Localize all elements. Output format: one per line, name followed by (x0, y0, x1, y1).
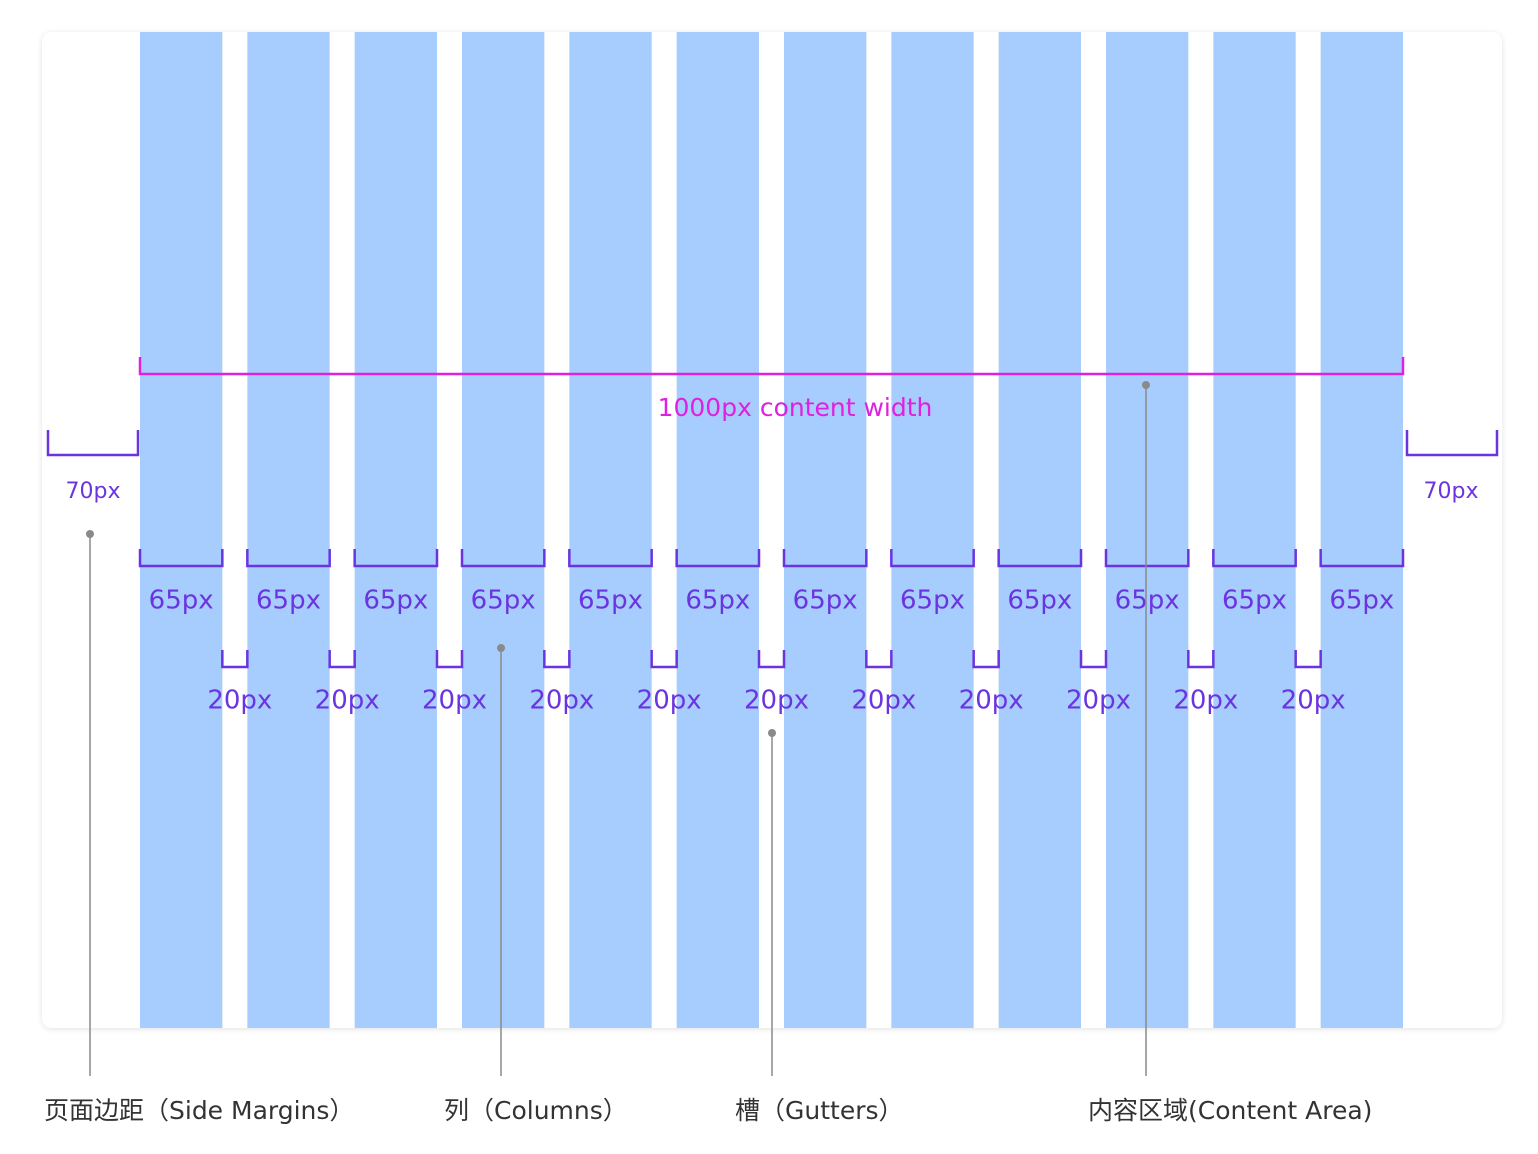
gutter-bracket (1079, 650, 1108, 669)
column-bracket (1104, 549, 1190, 568)
gutter-label: 20px (529, 686, 594, 716)
column (140, 32, 223, 1028)
column (1320, 32, 1403, 1028)
gutter-bracket (865, 650, 893, 669)
column (354, 32, 437, 1028)
column-bracket (568, 549, 653, 568)
gutter-label: 20px (1173, 686, 1238, 716)
pointer-dot (1142, 381, 1150, 389)
column-label: 65px (471, 586, 536, 616)
gutter-bracket (328, 650, 356, 669)
caption: 槽（Gutters） (735, 1096, 904, 1125)
gutter-label: 20px (1281, 686, 1346, 716)
column (1106, 32, 1189, 1028)
caption: 内容区域(Content Area) (1088, 1096, 1372, 1125)
column-label: 65px (149, 586, 214, 616)
caption: 页面边距（Side Margins） (44, 1096, 354, 1125)
column-bracket (1319, 549, 1405, 568)
margin-label: 70px (66, 479, 121, 504)
gutter-bracket (650, 650, 678, 669)
annotations: 1000px content width 70px 70px 65px 65px 65px… (44, 357, 1499, 1125)
content-bracket (138, 357, 1405, 376)
pointer-dot (86, 530, 94, 538)
gutter-label: 20px (959, 686, 1024, 716)
column-bracket (246, 549, 331, 568)
margin-bracket (46, 430, 140, 457)
gutter-label: 20px (315, 686, 380, 716)
gutter-bracket (972, 650, 1000, 669)
gutter-label: 20px (637, 686, 702, 716)
column-bracket (675, 549, 761, 568)
column-bracket (997, 549, 1083, 568)
column-label: 65px (1115, 586, 1180, 616)
column-label: 65px (793, 586, 858, 616)
gutter-label: 20px (744, 686, 809, 716)
column-label: 65px (1222, 586, 1287, 616)
column-label: 65px (256, 586, 321, 616)
gutter-label: 20px (1066, 686, 1131, 716)
gutter-bracket (543, 650, 571, 669)
gutter-label: 20px (207, 686, 272, 716)
gutter-bracket (1294, 650, 1322, 669)
gutter-bracket (757, 650, 786, 669)
margin-label: 70px (1424, 479, 1479, 504)
caption: 列（Columns） (444, 1096, 628, 1125)
pointer-dot (497, 644, 505, 652)
pointer-dot (768, 729, 776, 737)
gutter-bracket (435, 650, 464, 669)
column (784, 32, 867, 1028)
columns (140, 32, 1403, 1028)
content-width-label: 1000px content width (658, 393, 933, 422)
gutter-label: 20px (422, 686, 487, 716)
column-label: 65px (1007, 586, 1072, 616)
column (1213, 32, 1296, 1028)
column (462, 32, 545, 1028)
column-label: 65px (685, 586, 750, 616)
column-bracket (1212, 549, 1297, 568)
column (891, 32, 974, 1028)
column-label: 65px (363, 586, 428, 616)
column (247, 32, 330, 1028)
column-bracket (460, 549, 546, 568)
column (998, 32, 1081, 1028)
column-bracket (782, 549, 868, 568)
gutter-bracket (221, 650, 249, 669)
column-label: 65px (900, 586, 965, 616)
column-label: 65px (1329, 586, 1394, 616)
column-bracket (353, 549, 439, 568)
gutter-label: 20px (851, 686, 916, 716)
column-label: 65px (578, 586, 643, 616)
column-bracket (890, 549, 975, 568)
column (676, 32, 759, 1028)
gutter-bracket (1187, 650, 1215, 669)
column-bracket (138, 549, 224, 568)
margin-bracket (1405, 430, 1499, 457)
column (569, 32, 652, 1028)
